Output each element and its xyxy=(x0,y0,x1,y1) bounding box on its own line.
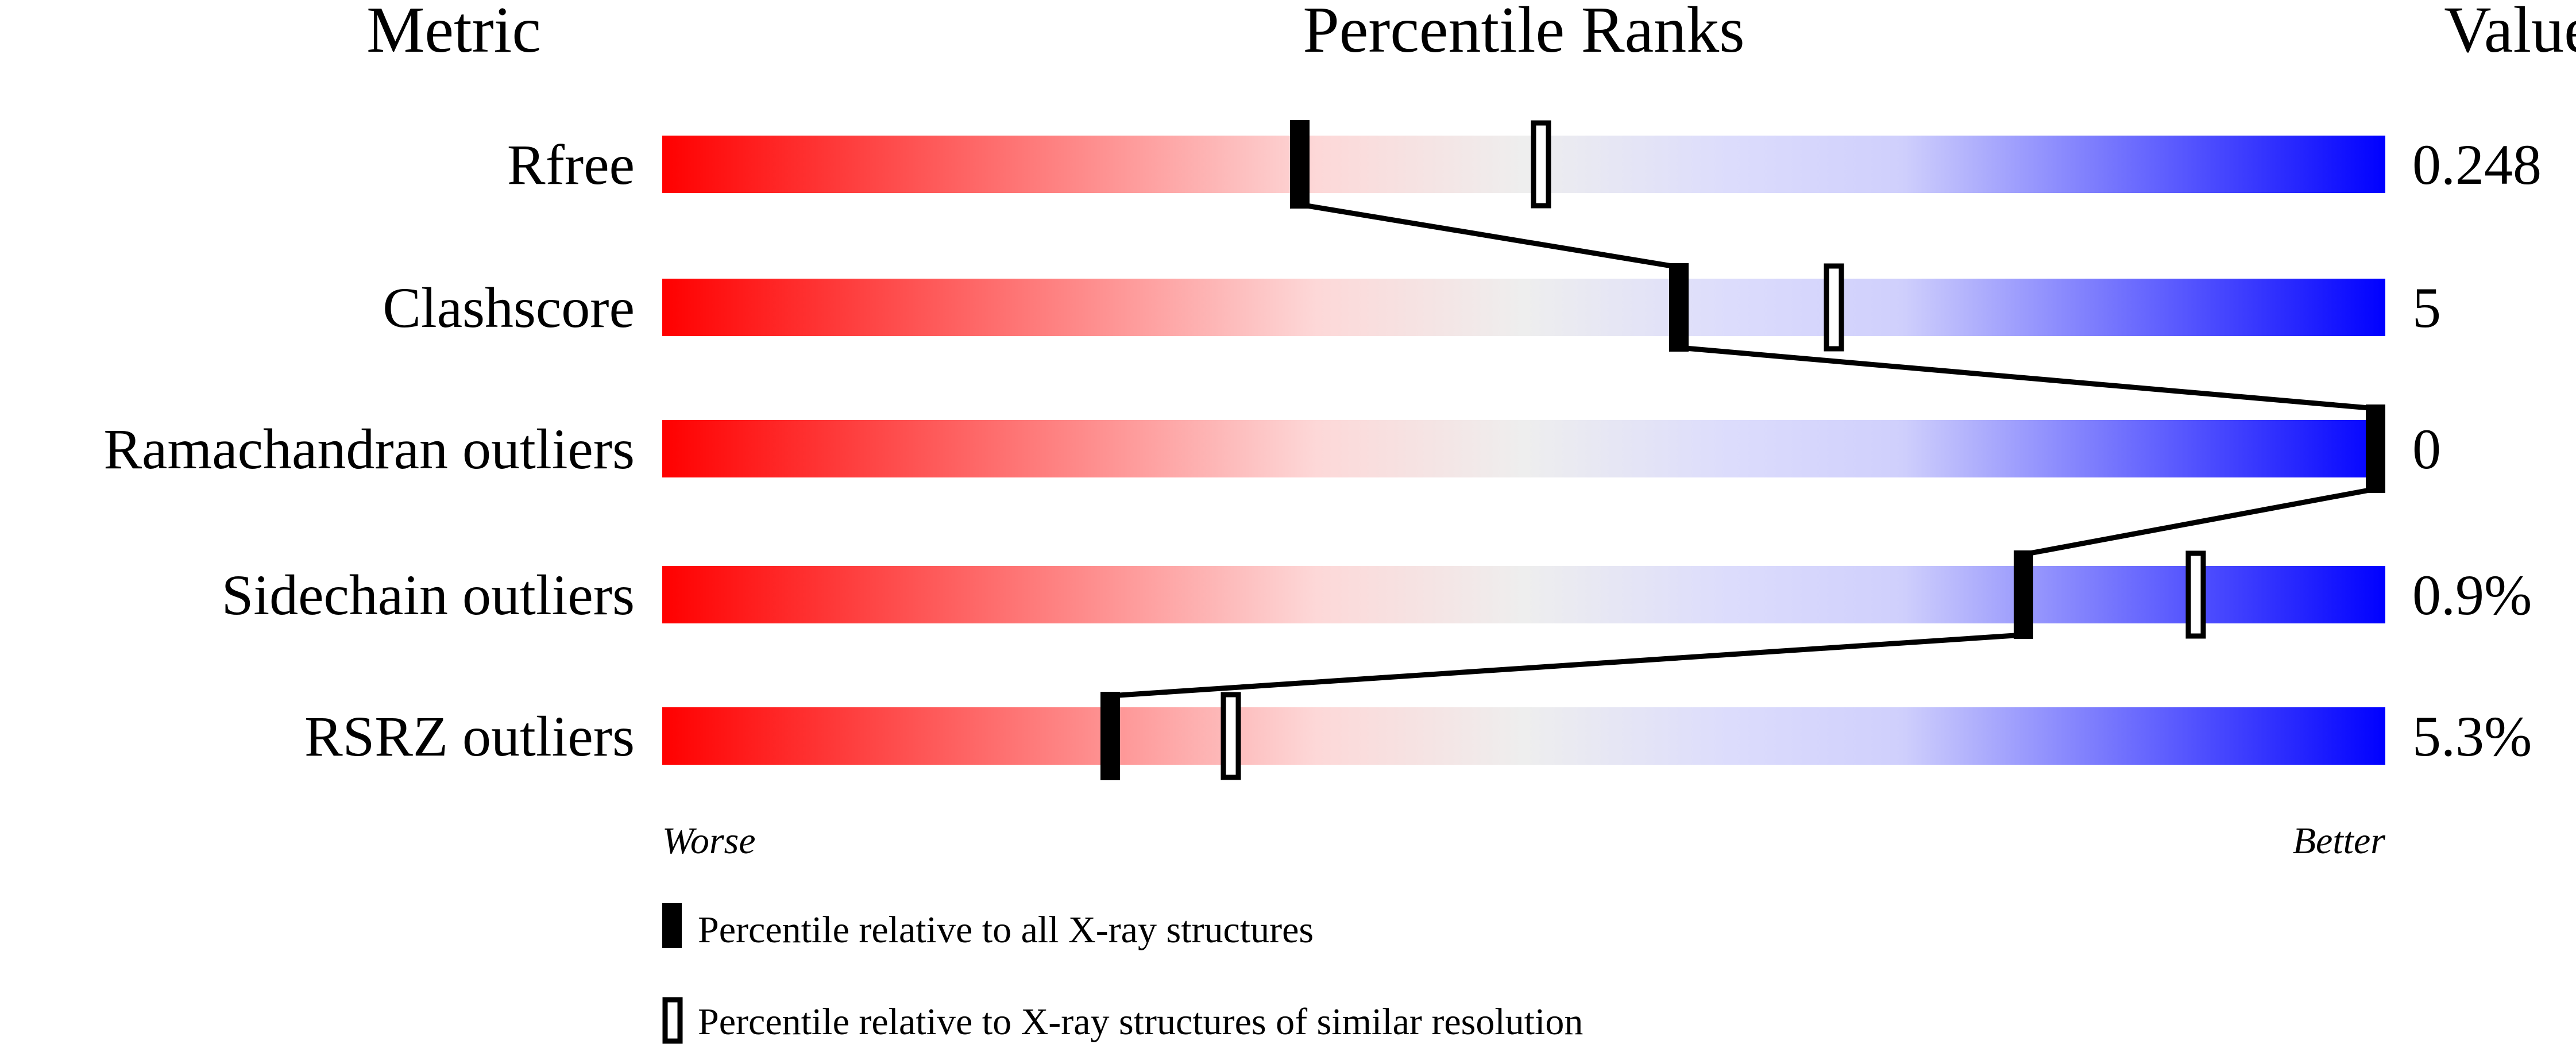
metric-label: Rfree xyxy=(507,133,635,196)
metric-value: 0.248 xyxy=(2412,133,2542,196)
metric-label: Ramachandran outliers xyxy=(103,417,635,481)
all-structures-marker xyxy=(1669,263,1689,352)
legend-hollow-marker xyxy=(662,997,683,1044)
similar-resolution-marker xyxy=(1221,692,1241,780)
all-structures-marker xyxy=(1290,120,1310,209)
metric-value: 0 xyxy=(2412,417,2441,481)
legend-hollow-label: Percentile relative to X-ray structures … xyxy=(698,1001,1583,1043)
axis-better-label: Better xyxy=(2293,820,2386,862)
metric-label: Sidechain outliers xyxy=(222,563,635,627)
similar-resolution-marker xyxy=(1531,120,1551,209)
all-structures-marker xyxy=(2014,550,2033,639)
legend-filled-marker xyxy=(662,903,682,948)
percentile-bar xyxy=(662,136,2385,193)
metric-label: Clashscore xyxy=(383,276,635,340)
all-structures-marker xyxy=(1100,692,1120,780)
axis-worse-label: Worse xyxy=(662,820,756,862)
metric-label: RSRZ outliers xyxy=(304,704,635,768)
percentile-bar xyxy=(662,420,2385,477)
percentile-bar xyxy=(662,566,2385,623)
similar-resolution-marker xyxy=(1824,263,1844,352)
legend-filled-label: Percentile relative to all X-ray structu… xyxy=(698,909,1314,951)
metric-value: 5 xyxy=(2412,276,2441,340)
header-percentile-ranks: Percentile Ranks xyxy=(1303,0,1744,66)
percentile-bar xyxy=(662,707,2385,765)
similar-resolution-marker xyxy=(2185,550,2206,639)
metric-value: 5.3% xyxy=(2412,704,2532,768)
header-metric: Metric xyxy=(366,0,541,66)
metric-value: 0.9% xyxy=(2412,563,2532,627)
percentile-bar xyxy=(662,279,2385,336)
all-structures-marker xyxy=(2366,404,2385,493)
header-value: Value xyxy=(2444,0,2576,66)
